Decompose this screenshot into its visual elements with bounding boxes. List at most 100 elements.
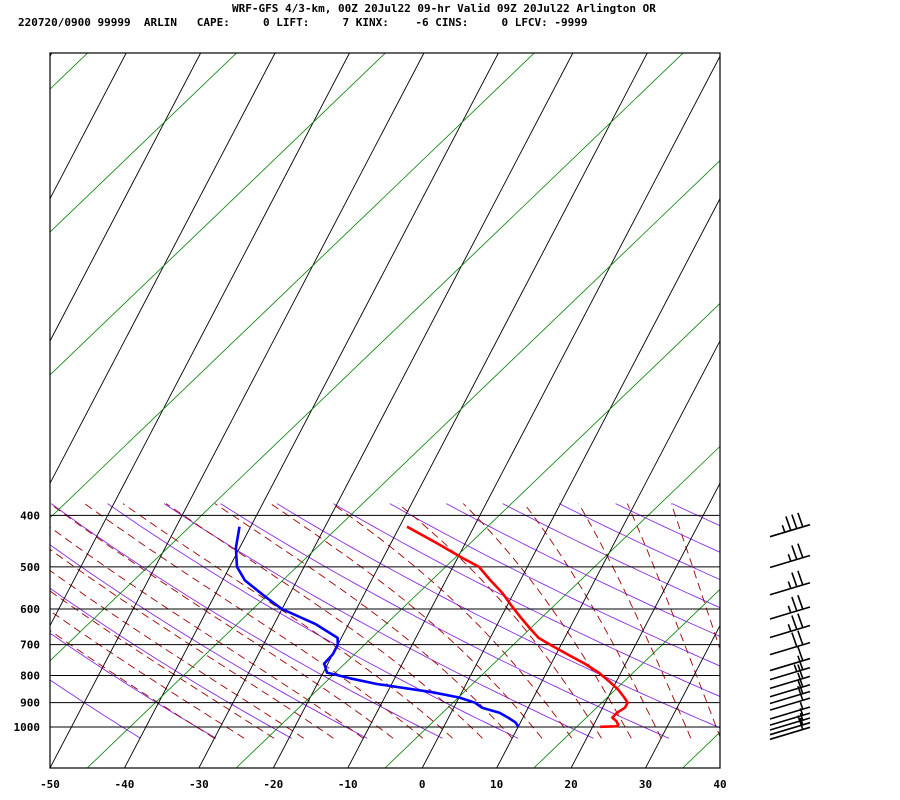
wind-barb-staff — [769, 717, 811, 731]
moist-adiabat — [50, 569, 305, 739]
reference-line — [682, 731, 720, 768]
dry-adiabat — [729, 504, 900, 739]
x-tick-label: -40 — [115, 778, 135, 791]
wind-barb-staff — [769, 726, 811, 741]
wind-barb-staff — [769, 666, 811, 681]
wind-barb-staff — [769, 690, 811, 705]
moist-adiabat — [332, 503, 573, 739]
isotherm — [570, 482, 720, 768]
wind-barb-flag — [781, 524, 786, 533]
wind-barb-flag — [797, 672, 804, 688]
wind-barb-staff — [769, 606, 811, 620]
wind-barb — [769, 570, 811, 596]
wind-barb-flag — [787, 624, 792, 632]
x-tick-label: 20 — [564, 778, 577, 791]
wind-barb-flag — [797, 613, 804, 628]
wind-barb-flag — [797, 512, 804, 528]
wind-barb — [769, 685, 811, 711]
dry-adiabat — [50, 679, 141, 739]
y-tick-label: 400 — [20, 509, 40, 522]
wind-barb-staff — [769, 641, 811, 656]
wind-barb-staff — [769, 581, 811, 596]
reference-line — [50, 53, 684, 662]
wind-barb — [769, 655, 811, 681]
dry-adiabat — [446, 503, 720, 637]
x-tick-label: -30 — [189, 778, 209, 791]
y-tick-label: 1000 — [14, 721, 41, 734]
isotherm — [645, 624, 720, 768]
reference-line — [235, 302, 720, 768]
isotherm — [869, 53, 900, 768]
wind-barb-staff — [769, 683, 811, 698]
wind-barb-flag — [797, 646, 804, 661]
dry-adiabat — [50, 632, 217, 739]
wind-barb — [769, 717, 811, 736]
dry-adiabat — [107, 503, 519, 739]
plot-area — [50, 53, 900, 768]
wind-barb-staff — [769, 721, 811, 736]
y-tick-label: 800 — [20, 669, 40, 682]
isotherm — [50, 53, 53, 58]
moist-adiabat — [626, 503, 720, 738]
wind-barb-flag — [791, 514, 798, 529]
moist-adiabat — [84, 503, 424, 739]
wind-barb-staff — [769, 554, 811, 569]
isotherm — [794, 53, 900, 768]
dry-adiabat — [502, 503, 720, 609]
y-tick-label: 900 — [20, 697, 40, 710]
wind-barb — [769, 646, 811, 672]
isotherm — [272, 53, 648, 768]
isotherm — [50, 53, 276, 485]
dry-adiabat — [50, 544, 368, 739]
wind-barb-flag — [797, 664, 804, 679]
wind-barb — [769, 594, 811, 620]
y-tick-label: 500 — [20, 561, 40, 574]
isotherm — [496, 339, 720, 768]
dry-adiabat — [841, 504, 900, 739]
wind-barb-flag — [797, 655, 804, 671]
x-tick-label: 30 — [639, 778, 652, 791]
dry-adiabat — [220, 503, 670, 739]
isotherm — [719, 766, 720, 768]
wind-barb-staff — [769, 697, 811, 711]
wind-barb — [769, 613, 811, 639]
reference-line — [50, 53, 535, 519]
isotherm — [198, 53, 574, 768]
wind-barb — [769, 630, 811, 656]
dewpoint-profile — [234, 526, 520, 728]
moist-adiabat — [50, 503, 394, 739]
dry-adiabat — [785, 504, 900, 739]
moist-adiabat — [670, 503, 720, 651]
wind-barb-flag — [799, 701, 804, 710]
wind-barb-flag — [791, 615, 798, 630]
moist-adiabat — [523, 503, 662, 739]
wind-barb — [769, 701, 811, 720]
wind-barb-flag — [791, 572, 798, 587]
reference-line — [384, 445, 720, 768]
wind-barb-flag — [797, 594, 804, 610]
wind-barb-flag — [799, 708, 804, 716]
wind-barb-flag — [797, 570, 804, 586]
wind-barb-staff — [769, 523, 811, 538]
wind-barb-flag — [787, 554, 792, 562]
wind-barb — [769, 679, 811, 705]
wind-barb-staff — [769, 675, 811, 690]
isotherm — [50, 53, 425, 768]
wind-barb-flag — [793, 664, 798, 672]
x-tick-label: 0 — [419, 778, 426, 791]
isotherm — [50, 53, 202, 342]
dry-adiabat — [276, 503, 720, 729]
dry-adiabat — [333, 503, 720, 697]
moist-adiabat — [578, 503, 692, 739]
plot-frame — [49, 52, 721, 769]
wind-barb-flag — [797, 715, 804, 730]
isotherm — [421, 197, 720, 768]
wind-barb — [769, 664, 811, 690]
x-tick-label: -20 — [263, 778, 283, 791]
moist-adiabat — [165, 503, 483, 739]
x-tick-label: -50 — [40, 778, 60, 791]
isotherm — [50, 53, 127, 200]
x-tick-label: 40 — [713, 778, 726, 791]
moist-adiabat — [50, 526, 364, 739]
